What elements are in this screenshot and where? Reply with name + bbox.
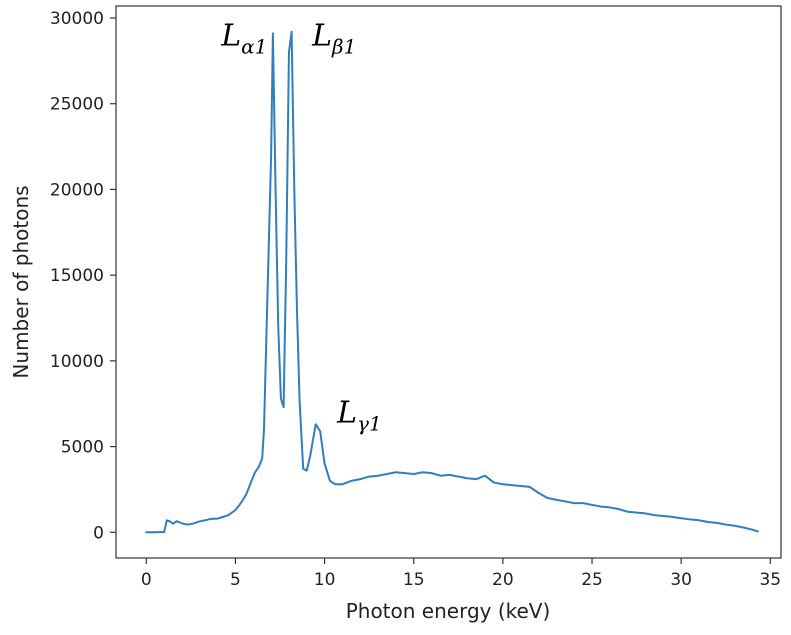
y-tick-label: 25000 xyxy=(50,95,104,115)
y-tick-label: 15000 xyxy=(50,266,104,286)
y-tick-label: 5000 xyxy=(61,438,104,458)
x-tick-label: 5 xyxy=(230,570,241,590)
y-tick-label: 10000 xyxy=(50,352,104,372)
x-tick-label: 35 xyxy=(759,570,781,590)
y-axis-label: Number of photons xyxy=(9,185,33,378)
x-axis-label: Photon energy (keV) xyxy=(346,599,551,623)
x-tick-label: 25 xyxy=(581,570,603,590)
x-axis-ticks: 0 5 10 15 20 25 30 35 xyxy=(141,558,781,590)
spectrum-line xyxy=(145,30,759,534)
annotation-l-beta1: Lβ1 xyxy=(311,18,356,58)
y-axis-ticks: 0 5000 10000 15000 20000 25000 30000 xyxy=(50,9,116,543)
annotation-l-gamma1: Lγ1 xyxy=(336,396,382,436)
x-tick-label: 15 xyxy=(403,570,425,590)
x-tick-label: 0 xyxy=(141,570,152,590)
x-tick-label: 30 xyxy=(670,570,692,590)
x-tick-label: 10 xyxy=(314,570,336,590)
annotation-l-alpha1: Lα1 xyxy=(220,18,267,58)
peak-annotations: Lα1 Lβ1 Lγ1 xyxy=(220,18,381,435)
y-tick-label: 20000 xyxy=(50,180,104,200)
plot-frame xyxy=(115,5,782,559)
y-tick-label: 30000 xyxy=(50,9,104,29)
y-tick-label: 0 xyxy=(93,523,104,543)
x-tick-label: 20 xyxy=(492,570,514,590)
